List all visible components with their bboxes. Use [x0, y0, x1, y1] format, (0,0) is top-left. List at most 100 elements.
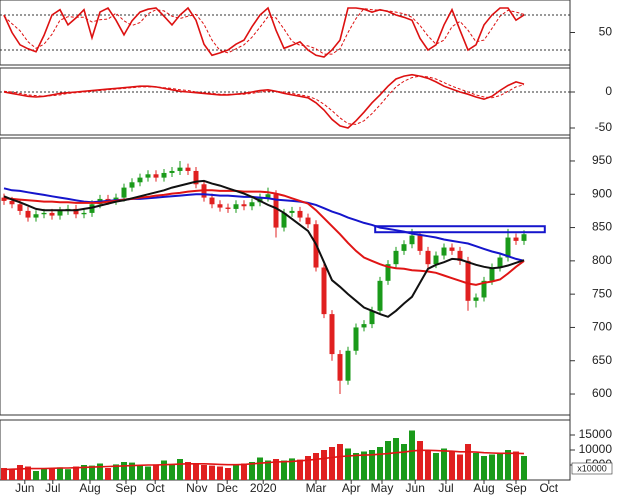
candle-body [393, 250, 399, 265]
volume-bar [361, 451, 367, 480]
candle-body [481, 280, 487, 298]
volume-bar [321, 450, 327, 480]
volume-bar [289, 458, 295, 480]
candle-body [497, 257, 503, 268]
volume-bar [73, 466, 79, 480]
unit-label: x10000 [577, 463, 607, 473]
volume-bar [129, 462, 135, 480]
y-tick-label: -50 [595, 120, 613, 134]
volume-bar [345, 448, 351, 480]
x-tick-label: Aug [79, 481, 100, 495]
candle-body [17, 204, 23, 211]
candle-body [385, 264, 391, 281]
candle-body [513, 237, 519, 241]
candle-body [9, 200, 15, 205]
volume-bar [177, 459, 183, 480]
candle-body [401, 244, 407, 251]
candle-body [233, 204, 239, 209]
volume-bar [209, 465, 215, 480]
volume-bar [89, 465, 95, 480]
y-tick-label: 750 [592, 286, 612, 300]
x-tick-label: Nov [186, 481, 207, 495]
candle-body [433, 255, 439, 265]
volume-bar [241, 463, 247, 480]
candle-body [449, 247, 455, 251]
y-tick-label: 900 [592, 186, 612, 200]
candle-body [369, 310, 375, 325]
candle-body [289, 210, 295, 213]
y-tick-label: 950 [592, 153, 612, 167]
candle-body [417, 235, 423, 251]
volume-bar [57, 467, 63, 480]
volume-bar [145, 466, 151, 480]
candle-body [441, 247, 447, 256]
candle-body [473, 297, 479, 301]
volume-bar [441, 448, 447, 480]
volume-bar [201, 465, 207, 480]
series-line [3, 449, 525, 471]
candle-body [33, 214, 39, 218]
candle-body [145, 174, 151, 178]
candle-body [217, 204, 223, 208]
x-tick-label: 2020 [250, 481, 277, 495]
candle-body [49, 212, 55, 216]
x-tick-label: Mar [306, 481, 327, 495]
candle-body [177, 167, 183, 171]
volume-bar [41, 468, 47, 480]
volume-bar [393, 438, 399, 480]
x-tick-label: Sep [505, 481, 527, 495]
series-line [3, 189, 525, 286]
candle-body [425, 250, 431, 265]
candle-body [273, 194, 279, 228]
candle-body [113, 197, 119, 201]
candle-body [129, 182, 135, 188]
volume-bar [521, 456, 527, 480]
y-tick-label: 15000 [579, 427, 613, 441]
volume-bar [505, 450, 511, 480]
volume-bar [193, 463, 199, 480]
candle-body [57, 210, 63, 216]
candle-body [377, 280, 383, 311]
volume-bar [297, 459, 303, 480]
volume-bar [185, 462, 191, 480]
series-line [3, 6, 525, 58]
volume-bar [385, 441, 391, 480]
candle-body [225, 207, 231, 209]
volume-bar [353, 453, 359, 480]
x-tick-label: Jul [438, 481, 453, 495]
x-tick-label: Aug [473, 481, 494, 495]
volume-bar [377, 447, 383, 480]
volume-bar [329, 447, 335, 480]
volume-bar [217, 466, 223, 480]
series-line [3, 179, 525, 318]
candle-body [137, 177, 143, 183]
volume-bar [489, 454, 495, 480]
volume-bar [9, 469, 15, 480]
candle-body [329, 314, 335, 355]
volume-bar [17, 465, 23, 480]
volume-bar [425, 450, 431, 480]
volume-bar [273, 459, 279, 480]
resistance-zone [374, 225, 546, 234]
candle-body [25, 210, 31, 218]
x-tick-label: May [371, 481, 394, 495]
volume-bar [465, 444, 471, 480]
volume-bar [153, 464, 159, 480]
volume-bar [105, 468, 111, 480]
candle-body [81, 212, 87, 215]
x-tick-label: Oct [146, 481, 165, 495]
volume-bar [257, 457, 263, 480]
y-tick-label: 800 [592, 253, 612, 267]
volume-bar [169, 465, 175, 480]
candle-body [265, 194, 271, 198]
candle-body [193, 170, 199, 185]
candle-body [345, 350, 351, 381]
volume-bar [313, 453, 319, 480]
x-tick-label: Jul [45, 481, 60, 495]
x-tick-label: Jun [15, 481, 34, 495]
candle-body [73, 208, 79, 215]
y-tick-label: 650 [592, 353, 612, 367]
